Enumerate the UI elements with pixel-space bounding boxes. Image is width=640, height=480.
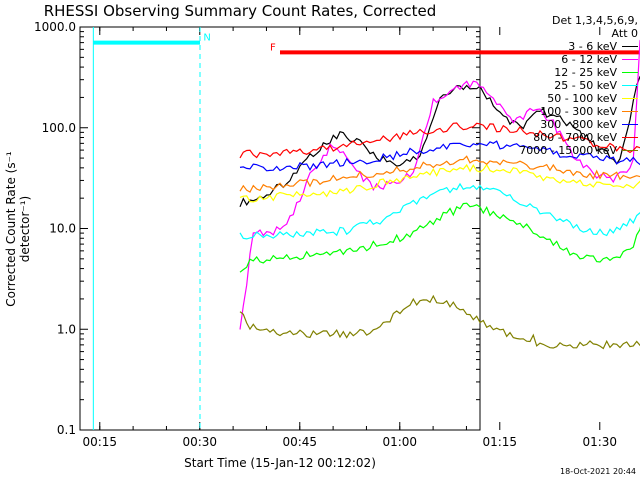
x-tick-label: 00:30 [182, 435, 217, 449]
legend-swatch [622, 72, 638, 73]
legend-swatch [622, 124, 638, 125]
series-line-8 [239, 122, 640, 159]
legend-entry: 3 - 6 keV [484, 40, 638, 53]
legend-entry-label: 800 - 7000 keV [533, 131, 617, 144]
x-tick-label: 01:00 [382, 435, 417, 449]
legend-entry-label: 100 - 300 keV [540, 105, 617, 118]
legend-entry: 800 - 7000 keV [484, 131, 638, 144]
legend-header-1: Det 1,3,4,5,6,9, [551, 14, 638, 27]
legend-entry: 300 - 800 keV [484, 118, 638, 131]
y-tick-label: 0.1 [57, 423, 76, 437]
chart-title: RHESSI Observing Summary Count Rates, Co… [43, 2, 437, 20]
legend-entry: 50 - 100 keV [484, 92, 638, 105]
legend-entry-label: 300 - 800 keV [540, 118, 617, 131]
series-line-1 [239, 75, 640, 208]
plot-frame [79, 26, 481, 431]
series-line-6 [239, 155, 640, 193]
x-tick-label: 01:30 [582, 435, 617, 449]
legend-header-2: Att 0 [611, 27, 638, 40]
x-tick-label: 01:15 [482, 435, 517, 449]
x-tick-label: 00:45 [282, 435, 317, 449]
legend-entry-label: 25 - 50 keV [554, 79, 617, 92]
legend-swatch [622, 150, 638, 151]
series-line-3 [239, 202, 640, 273]
y-tick-label: 1.0 [57, 322, 76, 336]
legend-swatch [622, 137, 638, 138]
legend-entry-label: 50 - 100 keV [547, 92, 617, 105]
legend-entry-label: 6 - 12 keV [561, 53, 617, 66]
timestamp: 18-Oct-2021 20:44 [560, 467, 636, 476]
series-line-9 [239, 294, 640, 350]
legend-entry-label: 12 - 25 keV [554, 66, 617, 79]
flag-label-N: N [203, 33, 210, 44]
legend-swatch [622, 59, 638, 60]
legend-entry: 12 - 25 keV [484, 66, 638, 79]
legend: Det 1,3,4,5,6,9, Att 0 3 - 6 keV 6 - 12 k… [484, 14, 638, 157]
x-tick-label: 00:15 [82, 435, 117, 449]
legend-swatch [622, 85, 638, 86]
legend-swatch [622, 111, 638, 112]
x-axis-label: Start Time (15-Jan-12 00:12:02) [184, 456, 376, 470]
legend-entry: 25 - 50 keV [484, 79, 638, 92]
y-tick-label: 100.0 [42, 121, 76, 135]
legend-swatch [622, 98, 638, 99]
series-line-5 [239, 163, 640, 203]
y-axis-label: Corrected Count Rate (s⁻¹ detector⁻¹) [4, 151, 32, 307]
legend-entry-label: 3 - 6 keV [568, 40, 617, 53]
y-tick-label: 10.0 [49, 222, 76, 236]
legend-entry-label: 7000 - 15000 keV [519, 144, 617, 157]
y-tick-label: 1000.0 [34, 20, 76, 34]
series-line-7 [239, 140, 640, 172]
legend-entry: 100 - 300 keV [484, 105, 638, 118]
flag-label-F: F [270, 42, 276, 53]
legend-entry: 7000 - 15000 keV [484, 144, 638, 157]
series-line-4 [239, 182, 640, 240]
legend-swatch [622, 46, 638, 47]
series-line-2 [239, 39, 640, 330]
legend-entry: 6 - 12 keV [484, 53, 638, 66]
